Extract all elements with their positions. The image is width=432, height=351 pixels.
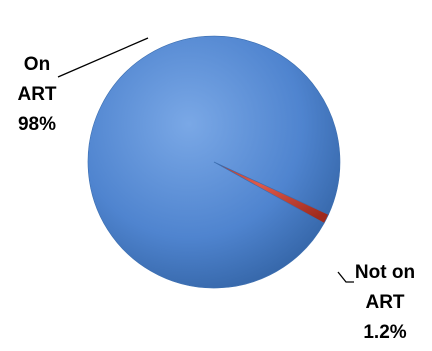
label-on-art-line1: On: [23, 54, 51, 75]
label-not-on-art: Not on ART 1.2%: [338, 258, 432, 348]
label-not-on-art-value: 1.2%: [363, 322, 407, 343]
label-not-on-art-line1: Not on: [354, 262, 416, 283]
label-on-art-value: 98%: [17, 114, 57, 135]
label-not-on-art-line2: ART: [365, 292, 405, 313]
pie-slices: [87, 35, 341, 289]
leader-line-not-on-art: [337, 271, 354, 283]
pie-slice-not-on-art: [213, 161, 329, 224]
label-on-art-line2: ART: [17, 84, 57, 105]
leader-line-on-art: [57, 37, 149, 78]
label-on-art: On ART 98%: [2, 50, 72, 140]
